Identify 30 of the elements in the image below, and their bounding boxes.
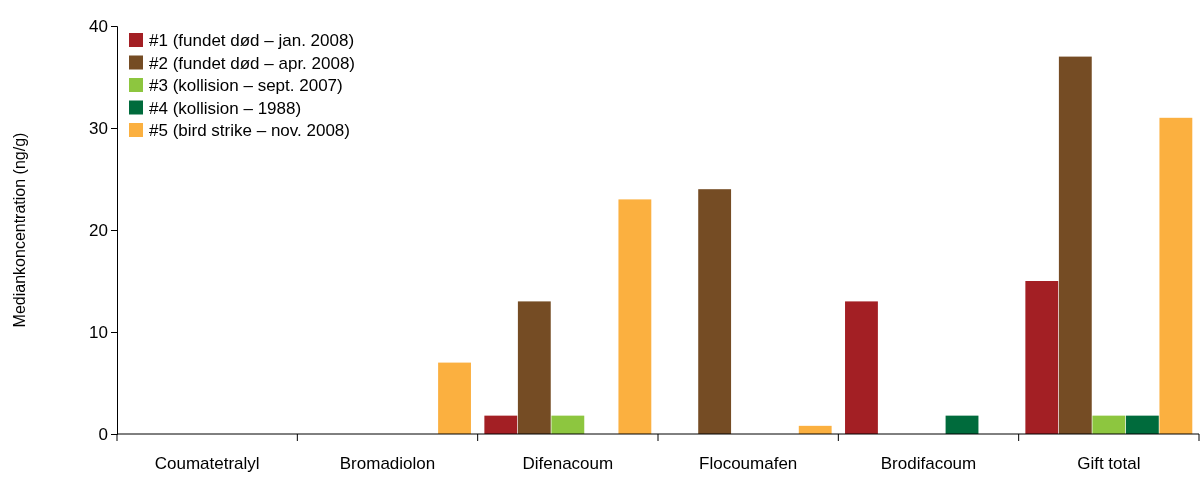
- x-tick-label: Bromadiolon: [339, 454, 436, 473]
- legend-label: #3 (kollision – sept. 2007): [149, 76, 343, 95]
- y-tick-label: 40: [89, 16, 108, 36]
- legend-label: #2 (fundet død – apr. 2008): [149, 53, 356, 73]
- y-tick-label: 10: [89, 322, 108, 342]
- x-tick-label: Difenacoum: [522, 454, 614, 473]
- y-tick-label: 20: [89, 220, 108, 240]
- bar: [945, 415, 979, 434]
- bar: [1159, 117, 1193, 434]
- bar: [1125, 415, 1159, 434]
- legend-label: #4 (kollision – 1988): [149, 98, 302, 118]
- x-tick-label: Gift total: [1077, 454, 1141, 473]
- bar: [551, 415, 585, 434]
- legend-label: #5 (bird strike – nov. 2008): [149, 121, 350, 140]
- y-axis-title: Mediankoncentration (ng/g): [11, 132, 28, 328]
- x-tick-label: Flocoumafen: [699, 454, 798, 473]
- x-tick-label: Coumatetralyl: [154, 454, 260, 473]
- x-tick-label: Brodifacoum: [880, 454, 977, 473]
- bar: [618, 199, 652, 434]
- bar: [1058, 56, 1092, 434]
- y-tick-label: 0: [98, 424, 108, 444]
- bar: [698, 189, 732, 434]
- y-tick-label: 30: [89, 118, 108, 138]
- bar: [1025, 281, 1059, 434]
- bar: [438, 362, 471, 434]
- bar: [1092, 415, 1126, 434]
- legend-label: #1 (fundet død – jan. 2008): [149, 31, 355, 50]
- bar: [845, 301, 878, 434]
- bar: [517, 301, 551, 434]
- bar: [484, 415, 518, 434]
